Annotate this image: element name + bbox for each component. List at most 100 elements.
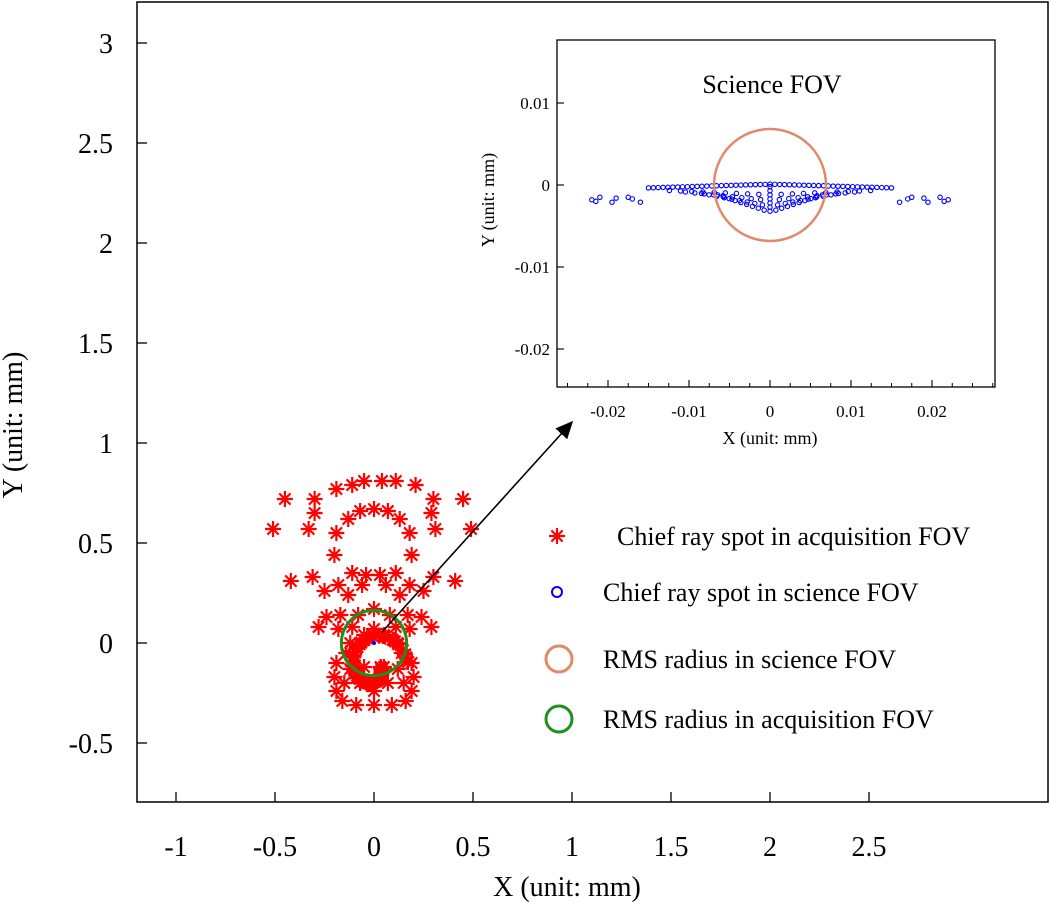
acquisition-spot — [377, 577, 394, 593]
acquisition-spot — [316, 583, 333, 599]
science-spot — [733, 190, 740, 197]
science-spot — [896, 199, 903, 205]
acquisition-spot — [401, 525, 418, 541]
science-spot — [789, 191, 796, 197]
inset-x-tick-label: 0.02 — [917, 402, 947, 421]
acquisition-spot — [265, 521, 282, 537]
science-spot — [729, 196, 735, 202]
acquisition-spot — [276, 491, 293, 507]
science-spot — [597, 194, 603, 201]
inset-x-axis-label: X (unit: mm) — [723, 428, 818, 449]
acquisition-spot — [447, 573, 464, 589]
science-spot — [800, 190, 807, 197]
acquisition-spot — [399, 607, 416, 623]
science-spot — [637, 199, 644, 205]
science-spot — [786, 195, 792, 202]
science-spot — [835, 190, 842, 197]
science-spot — [689, 188, 695, 195]
main-ticks — [137, 42, 870, 802]
acquisition-spot — [373, 473, 390, 489]
legend-marker-science-spot — [551, 586, 563, 598]
science-spot — [808, 195, 814, 202]
science-spot — [945, 197, 951, 203]
science-spot — [774, 202, 781, 208]
main-x-axis-label: X (unit: mm) — [493, 872, 641, 903]
science-spot — [908, 194, 915, 201]
science-spot — [796, 199, 802, 206]
legend-marker-circle — [544, 644, 574, 674]
main-y-tick-label: 2.5 — [78, 129, 113, 160]
acquisition-spot — [340, 511, 357, 527]
legend: Chief ray spot in acquisition FOV Chief r… — [544, 522, 970, 734]
main-x-tick-label: 0.5 — [456, 832, 491, 863]
acquisition-spot — [344, 565, 361, 581]
science-spot — [706, 192, 712, 198]
science-spot — [677, 188, 684, 194]
science-spot — [744, 191, 751, 197]
science-spot — [692, 190, 698, 196]
acquisition-spot — [423, 619, 440, 635]
acquisition-spot — [379, 503, 396, 519]
acquisition-spot — [391, 511, 408, 527]
inset-y-tick-label: -0.01 — [515, 258, 550, 277]
science-spot — [802, 197, 808, 204]
acquisition-spot — [328, 481, 345, 497]
acquisition-spot — [401, 577, 418, 593]
inset-xtick-labels: -0.02 -0.01 0 0.01 0.02 — [590, 402, 947, 421]
acquisition-spot — [306, 505, 323, 521]
main-y-tick-label: 1.5 — [78, 329, 113, 360]
science-spot — [867, 187, 874, 194]
legend-label: RMS radius in acquisition FOV — [603, 705, 934, 734]
main-x-tick-label: 2 — [763, 832, 777, 863]
main-x-tick-label: 0 — [367, 832, 381, 863]
acquisition-spot — [310, 619, 327, 635]
legend-label: RMS radius in science FOV — [603, 645, 896, 674]
science-spot — [755, 205, 762, 211]
inset-y-tick-label: -0.02 — [515, 340, 550, 359]
science-spot — [778, 205, 785, 211]
acquisition-spot — [362, 674, 379, 691]
science-spot — [666, 187, 673, 194]
science-spot — [609, 199, 615, 205]
science-spot — [851, 189, 858, 195]
acquisition-spot — [336, 675, 353, 691]
acquisition-spot — [352, 503, 369, 519]
science-spot — [925, 199, 931, 205]
main-y-tick-label: 2 — [99, 229, 113, 260]
science-spot — [756, 191, 762, 198]
science-spot — [888, 185, 895, 191]
main-x-tick-label: -0.5 — [253, 832, 297, 863]
inset-x-tick-label: 0 — [766, 402, 775, 421]
inset-y-tick-label: 0 — [542, 176, 551, 195]
acquisition-spot — [306, 491, 323, 507]
acquisition-spot — [366, 501, 382, 517]
acquisition-spot — [328, 525, 345, 541]
science-spot — [813, 194, 820, 200]
science-spot — [726, 195, 732, 202]
acquisition-spot — [383, 697, 400, 713]
acquisition-spot — [345, 647, 362, 664]
science-spot — [833, 191, 839, 197]
acquisition-spot — [387, 565, 404, 581]
science-spot — [732, 197, 738, 204]
acquisition-spot — [455, 491, 472, 507]
acquisition-spot — [318, 609, 335, 625]
science-rms-circle — [712, 127, 828, 243]
acquisition-spot — [334, 693, 351, 709]
acquisition-spot — [427, 521, 444, 537]
main-x-tick-label: 1.5 — [654, 832, 689, 863]
acquisition-spot — [300, 521, 317, 537]
acquisition-spot — [425, 491, 442, 507]
acquisition-rms-circle — [339, 608, 409, 678]
acquisition-spot — [353, 634, 370, 651]
science-spot — [790, 199, 796, 205]
science-spot — [778, 191, 784, 198]
science-spot — [845, 188, 851, 195]
main-y-tick-label: -0.5 — [69, 729, 113, 760]
science-spot — [759, 202, 766, 208]
science-spot — [613, 195, 619, 201]
science-spot — [773, 207, 779, 213]
inset-plot-frame — [556, 39, 996, 388]
science-spot — [698, 190, 705, 197]
